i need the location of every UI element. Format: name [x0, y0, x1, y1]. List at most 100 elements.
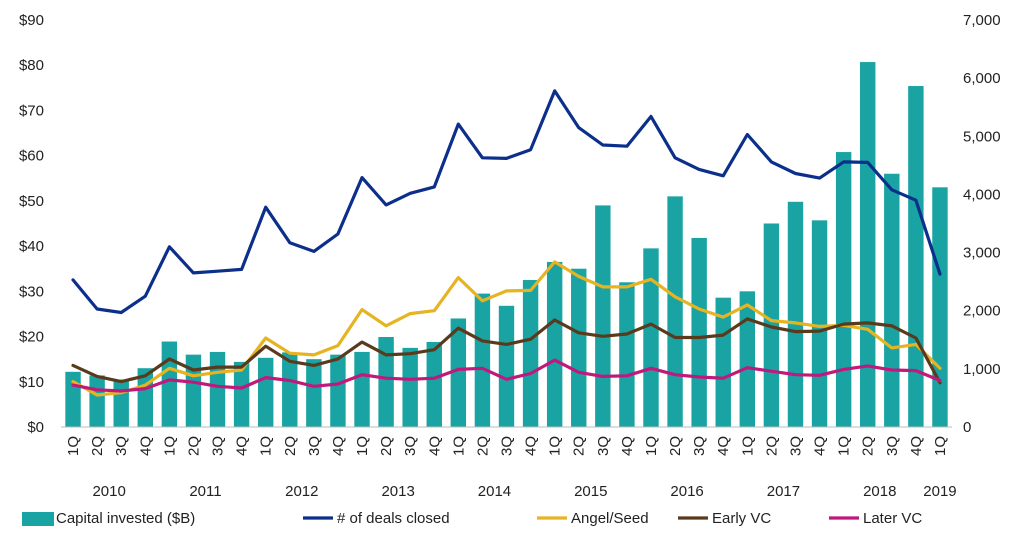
right-axis-tick-label: 7,000 — [963, 12, 1001, 29]
legend-label: Angel/Seed — [571, 510, 649, 527]
left-axis-tick-label: $0 — [27, 419, 44, 436]
right-axis-tick-label: 4,000 — [963, 186, 1001, 203]
capital-invested-bar — [498, 305, 515, 427]
capital-invested-bar — [835, 152, 852, 427]
quarter-label: 2Q — [860, 436, 877, 456]
capital-invested-bar — [643, 248, 659, 427]
quarter-label: 4Q — [523, 436, 540, 456]
legend-item: Angel/Seed — [537, 510, 649, 527]
year-label: 2014 — [478, 483, 511, 500]
capital-invested-bar — [474, 293, 491, 427]
capital-invested-bar — [426, 341, 442, 427]
legend-label: Early VC — [712, 510, 771, 527]
capital-invested-bar — [233, 361, 250, 427]
quarter-label: 3Q — [884, 436, 901, 456]
quarter-label: 3Q — [595, 436, 612, 456]
capital-invested-bar — [522, 280, 539, 427]
left-y-axis: $0 $10 $20 $30 $40 $50 $60 $70 $80 $90 — [19, 12, 44, 436]
year-label: 2016 — [670, 483, 703, 500]
quarter-label: 3Q — [113, 436, 130, 456]
quarter-label: 4Q — [619, 436, 636, 456]
capital-invested-bar — [89, 375, 105, 427]
right-axis-tick-label: 1,000 — [963, 361, 1001, 378]
left-axis-tick-label: $50 — [19, 193, 44, 210]
capital-invested-bar — [161, 341, 178, 427]
capital-invested-bar — [571, 268, 587, 427]
left-axis-tick-label: $60 — [19, 148, 44, 165]
quarter-label: 1Q — [932, 436, 949, 456]
capital-invested-bar — [691, 237, 707, 427]
x-axis-year-labels: 2010 2011 2012 2013 2014 2015 2016 2017 2018 2019 — [92, 483, 956, 500]
capital-invested-bar — [257, 357, 274, 427]
quarter-label: 4Q — [330, 436, 347, 456]
capital-invested-bar — [763, 223, 780, 427]
capital-invested-bar — [619, 282, 635, 427]
right-axis-tick-label: 6,000 — [963, 70, 1001, 87]
right-axis-tick-label: 5,000 — [963, 128, 1001, 145]
year-label: 2018 — [863, 483, 896, 500]
quarter-label: 2Q — [282, 436, 299, 456]
capital-invested-bar — [378, 337, 394, 427]
series-lines — [71, 89, 942, 397]
legend-label: # of deals closed — [337, 510, 450, 527]
right-axis-tick-label: 0 — [963, 419, 971, 436]
capital-invested-bar — [932, 187, 948, 427]
quarter-label: 1Q — [354, 436, 371, 456]
year-label: 2015 — [574, 483, 607, 500]
quarter-label: 4Q — [908, 436, 925, 456]
year-label: 2010 — [92, 483, 125, 500]
quarter-label: 1Q — [547, 436, 564, 456]
capital-invested-bar — [787, 201, 804, 427]
quarter-label: 4Q — [812, 436, 829, 456]
x-axis-quarter-labels: 1Q 2Q 3Q 4Q 1Q 2Q 3Q 4Q 1Q 2Q 3Q 4Q 1Q 2Q 3Q 4Q 1Q 2Q 3Q 4Q… — [65, 436, 949, 456]
legend-label: Later VC — [863, 510, 922, 527]
quarter-label: 3Q — [306, 436, 323, 456]
left-axis-tick-label: $30 — [19, 283, 44, 300]
left-axis-tick-label: $80 — [19, 57, 44, 74]
legend-item: Early VC — [678, 510, 771, 527]
quarter-label: 1Q — [258, 436, 275, 456]
quarter-label: 2Q — [763, 436, 780, 456]
right-axis-tick-label: 2,000 — [963, 303, 1001, 320]
capital-invested-bar — [908, 86, 924, 427]
quarter-label: 4Q — [234, 436, 251, 456]
year-label: 2013 — [381, 483, 414, 500]
left-axis-tick-label: $90 — [19, 12, 44, 29]
quarter-label: 2Q — [571, 436, 588, 456]
left-axis-tick-label: $70 — [19, 102, 44, 119]
quarter-label: 1Q — [161, 436, 178, 456]
early-vc-line — [71, 317, 942, 385]
quarter-label: 3Q — [210, 436, 227, 456]
quarter-label: 1Q — [836, 436, 853, 456]
capital-invested-bar — [450, 318, 467, 427]
quarter-label: 3Q — [691, 436, 708, 456]
quarter-label: 2Q — [667, 436, 684, 456]
quarter-label: 2Q — [474, 436, 491, 456]
capital-invested-bars — [65, 62, 948, 427]
quarter-label: 1Q — [450, 436, 467, 456]
legend-label: Capital invested ($B) — [56, 510, 195, 527]
quarter-label: 2Q — [185, 436, 202, 456]
quarter-label: 1Q — [65, 436, 82, 456]
capital-invested-bar — [715, 297, 731, 427]
quarter-label: 4Q — [426, 436, 443, 456]
legend-swatch — [22, 512, 54, 526]
angel-seed-line — [71, 260, 942, 397]
capital-invested-bar — [185, 354, 202, 427]
legend: Capital invested ($B) # of deals closed An… — [22, 510, 922, 527]
quarter-label: 4Q — [137, 436, 154, 456]
year-label: 2019 — [923, 483, 956, 500]
later-vc-line — [71, 358, 942, 393]
quarter-label: 3Q — [499, 436, 516, 456]
capital-invested-bar — [282, 352, 298, 427]
year-label: 2017 — [767, 483, 800, 500]
quarter-label: 3Q — [787, 436, 804, 456]
capital-invested-bar — [402, 347, 418, 427]
legend-item: Capital invested ($B) — [22, 510, 195, 527]
capital-invested-bar — [860, 62, 876, 427]
quarter-label: 1Q — [739, 436, 756, 456]
capital-invested-bar — [811, 220, 828, 427]
quarter-label: 4Q — [715, 436, 732, 456]
capital-invested-bar — [595, 205, 611, 427]
